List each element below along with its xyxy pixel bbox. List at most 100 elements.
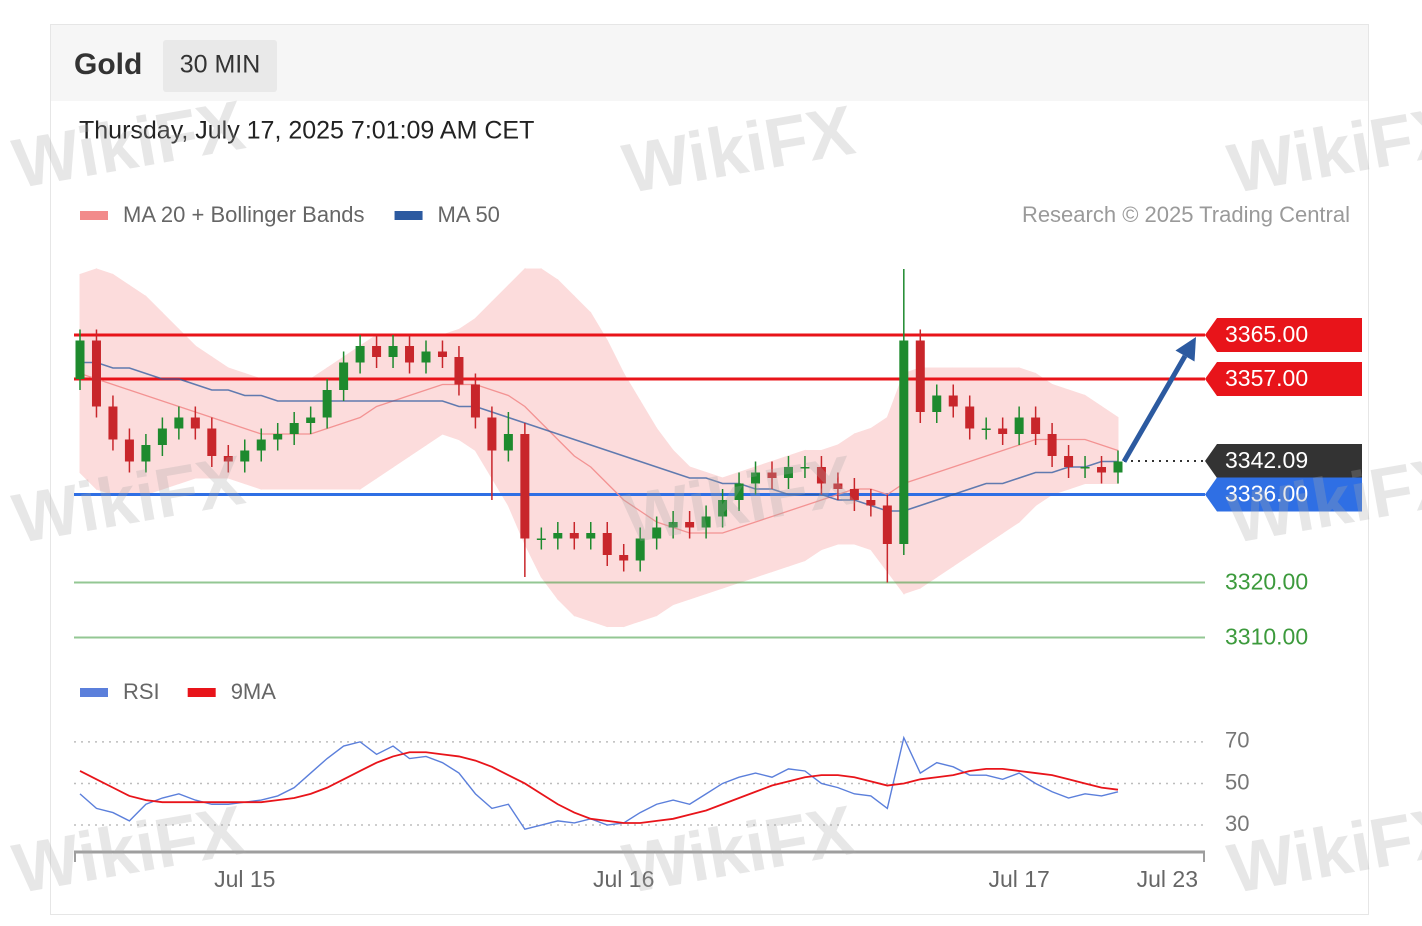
candle-body [124, 439, 134, 462]
level-label-box [1205, 477, 1362, 512]
candle-body [536, 538, 546, 540]
moving-average [80, 361, 1118, 512]
bollinger-band [1002, 367, 1020, 534]
moving-average [79, 372, 1119, 534]
legend-swatch [394, 211, 423, 220]
candle-body [289, 423, 299, 434]
y-tick-label: 50 [1225, 769, 1249, 794]
candle-body [602, 533, 612, 555]
candle-body [503, 434, 513, 451]
candle-body [652, 527, 662, 539]
bollinger-band [573, 295, 592, 622]
candle-body [718, 500, 728, 517]
candle-body [849, 489, 859, 500]
x-tick-label: Jul 16 [593, 866, 654, 892]
rsi-line [79, 751, 1119, 824]
candle-body [783, 467, 793, 478]
candle-body [767, 472, 777, 478]
candle-body [619, 555, 629, 561]
candle-body [751, 472, 761, 484]
bollinger-band [491, 284, 509, 508]
candle-body [1080, 467, 1090, 469]
candle-body [207, 428, 217, 456]
rsi-line [79, 735, 1119, 831]
candle-body [553, 533, 563, 539]
x-tick-label: Jul 17 [988, 866, 1049, 892]
level-label: 3336.00 [1225, 481, 1308, 507]
candle-body [240, 450, 250, 462]
candle-body [306, 417, 316, 423]
candle-body [273, 434, 283, 440]
x-tick-label: Jul 15 [214, 866, 275, 892]
bollinger-band [985, 367, 1004, 545]
candle-body [388, 346, 398, 357]
bollinger-band [1018, 367, 1037, 524]
candle-body [454, 357, 464, 385]
candle-body [520, 434, 530, 539]
level-label-box [1205, 444, 1362, 479]
candle-body [635, 538, 645, 561]
candle-body [157, 428, 167, 445]
legend-label: RSI [123, 679, 160, 704]
candle-body [141, 445, 151, 462]
candle-body [668, 522, 678, 528]
candle-body [223, 456, 233, 462]
candle-body [1113, 461, 1123, 473]
legend-swatch [187, 688, 216, 697]
candle-body [915, 340, 925, 412]
legend-label: MA 20 + Bollinger Bands [123, 202, 365, 227]
candle-body [174, 417, 184, 429]
candle-body [339, 362, 349, 390]
candle-body [800, 467, 810, 469]
timestamp: Thursday, July 17, 2025 7:01:09 AM CET [79, 117, 534, 145]
watermarks: WikiFX WikiFX WikiFX WikiFX WikiFX WikiF… [7, 86, 1422, 908]
candle-body [899, 340, 909, 544]
candle-body [833, 483, 843, 489]
candle-body [487, 417, 497, 451]
forecast-arrow [1121, 354, 1188, 463]
candle-body [981, 428, 991, 430]
candle-body [190, 417, 200, 429]
level-label-box [1205, 318, 1362, 352]
candle-body [701, 516, 711, 528]
candle-body [372, 346, 382, 357]
candle-body [1047, 434, 1057, 456]
bollinger-band [310, 367, 328, 490]
credit: Research © 2025 Trading Central [1022, 202, 1350, 227]
level-label-box [1205, 362, 1362, 396]
candle-body [816, 467, 826, 484]
candle-body [1064, 456, 1074, 467]
candle-body [421, 351, 431, 363]
candle-body [1097, 467, 1107, 473]
candle-body [734, 483, 744, 500]
candle-body [586, 533, 596, 539]
candle-body [882, 505, 892, 544]
level-label: 3357.00 [1225, 365, 1308, 391]
y-tick-label: 70 [1225, 728, 1249, 753]
candle-body [91, 340, 101, 407]
candle-body [322, 390, 332, 418]
x-axis-end-label: Jul 23 [1137, 866, 1198, 892]
candle-body [405, 346, 415, 363]
legend-swatch [80, 211, 108, 220]
candle-body [998, 428, 1008, 434]
candle-body [470, 384, 480, 418]
candle-body [932, 395, 942, 412]
legend-label: MA 50 [438, 202, 500, 227]
level-label: 3310.00 [1225, 624, 1308, 650]
bollinger-band [969, 367, 987, 556]
y-tick-label: 30 [1225, 811, 1249, 836]
level-label: 3365.00 [1225, 321, 1308, 347]
plot: MA 20 + Bollinger Bands MA 50 3365.00 3357.… [74, 202, 1362, 892]
candle-body [948, 395, 958, 407]
candle-body [75, 340, 85, 379]
candle-body [108, 406, 118, 440]
candle-body [256, 439, 266, 451]
candle-body [437, 351, 447, 357]
candle-body [965, 406, 975, 429]
timeframe-box [163, 40, 277, 92]
level-label: 3320.00 [1225, 569, 1308, 595]
candle-body [685, 522, 695, 528]
